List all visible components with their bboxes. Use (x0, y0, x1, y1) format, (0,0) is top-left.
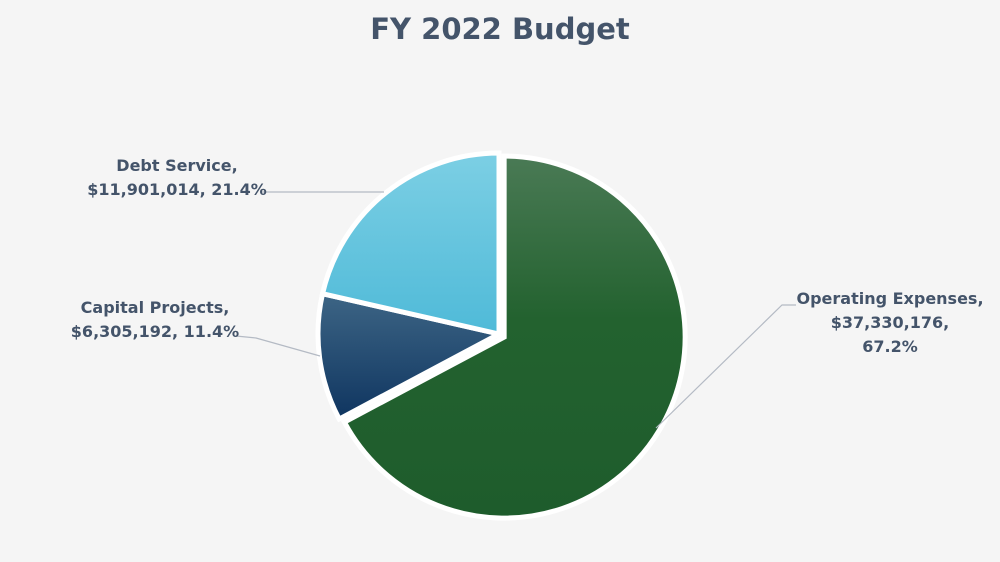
pie-slices (315, 150, 688, 521)
data-label-name: Debt Service, (116, 156, 238, 175)
data-label-value: $37,330,176, (830, 313, 950, 332)
chart-title: FY 2022 Budget (370, 12, 630, 46)
data-label-operating-expenses: Operating Expenses, $37,330,176, 67.2% (790, 287, 990, 359)
leader-line-capital-projects (235, 335, 321, 357)
slice-operating-expenses (340, 153, 688, 521)
data-label-value-percent: $6,305,192, 11.4% (70, 322, 240, 341)
slice-debt-service (319, 150, 502, 338)
data-label-name: Capital Projects, (80, 298, 230, 317)
data-label-percent: 67.2% (862, 337, 918, 356)
data-label-name: Operating Expenses, (796, 289, 984, 308)
leader-lines (235, 191, 796, 429)
data-label-debt-service: Debt Service, $11,901,014, 21.4% (72, 154, 282, 202)
data-label-capital-projects: Capital Projects, $6,305,192, 11.4% (60, 296, 250, 344)
data-label-value-percent: $11,901,014, 21.4% (87, 180, 267, 199)
leader-line-operating-expenses (655, 304, 796, 429)
